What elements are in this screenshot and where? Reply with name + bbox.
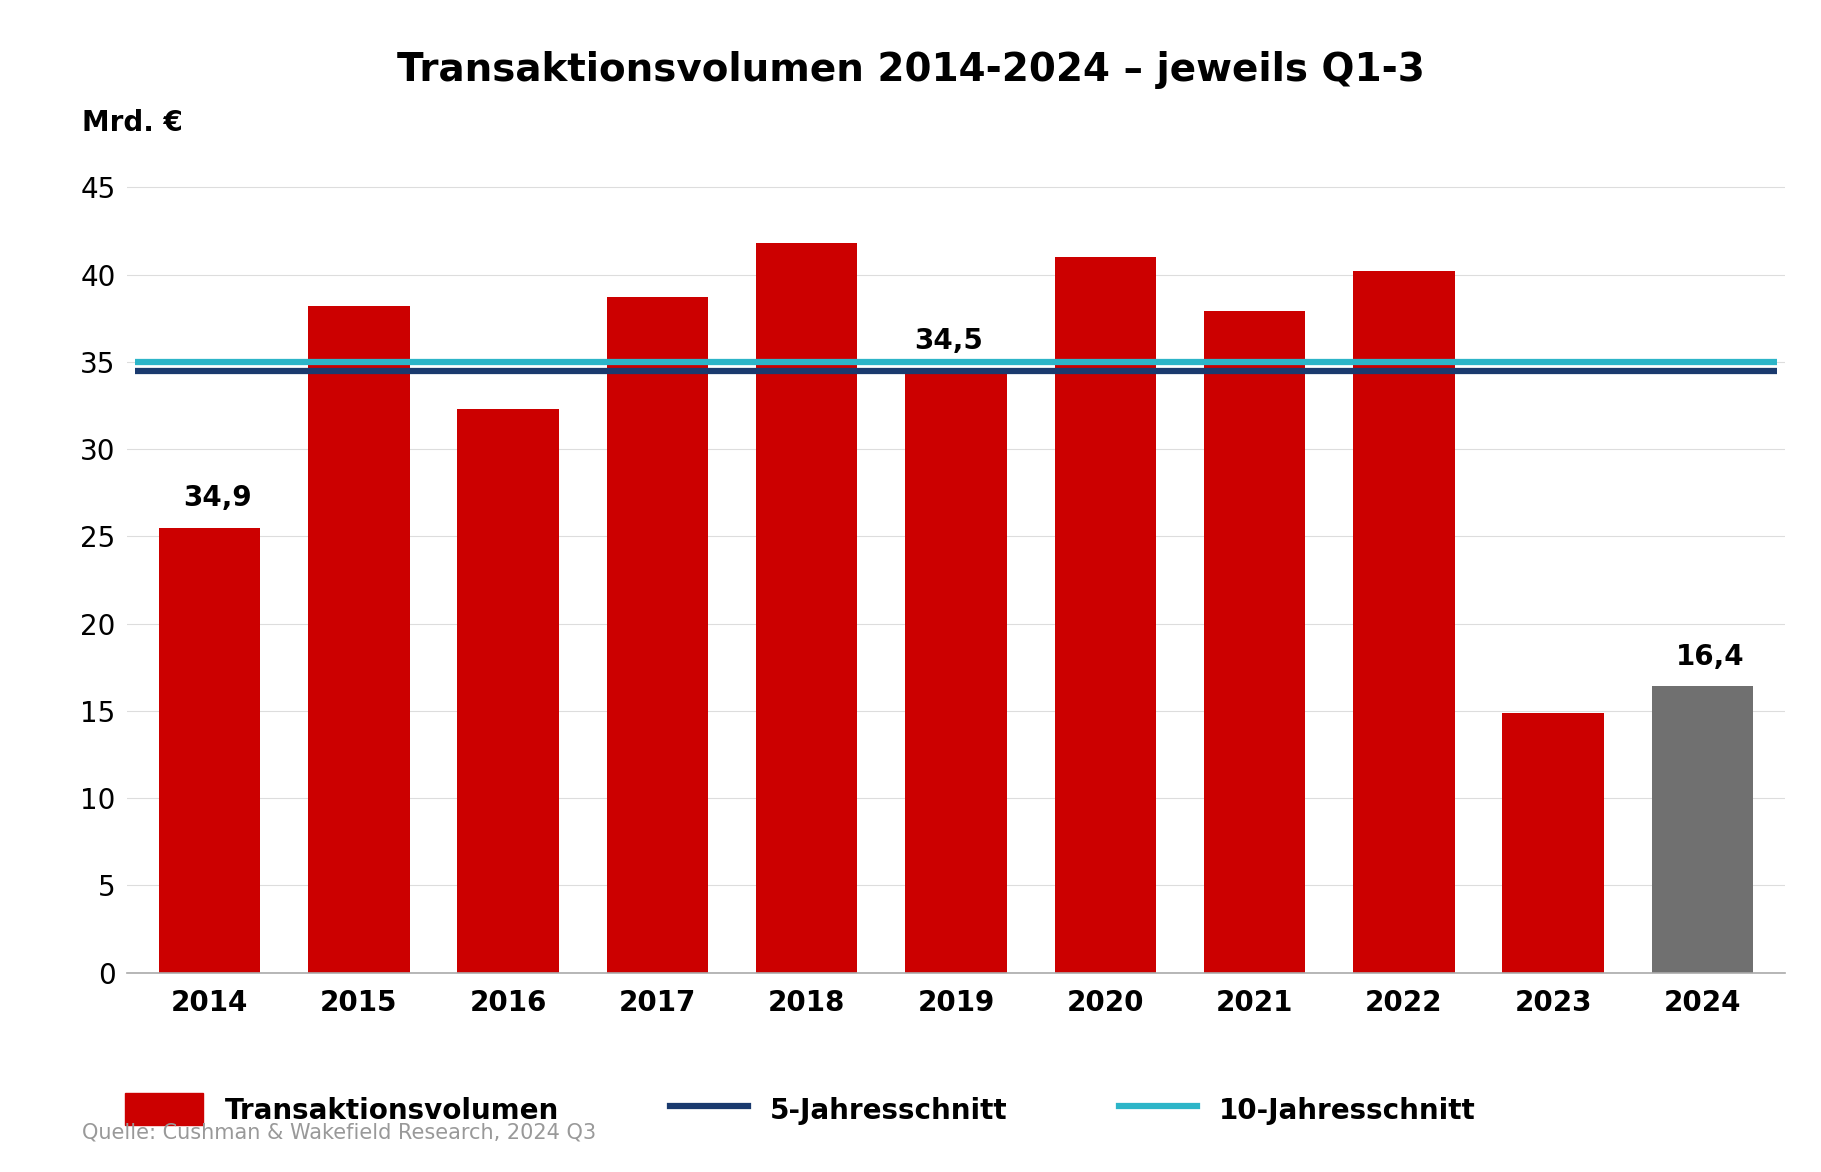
Bar bbox=[606, 298, 708, 973]
Bar bbox=[1353, 271, 1455, 973]
Bar bbox=[1204, 312, 1306, 973]
Bar bbox=[457, 409, 559, 973]
Text: 34,9: 34,9 bbox=[182, 484, 251, 512]
Text: Transaktionsvolumen 2014-2024 – jeweils Q1-3: Transaktionsvolumen 2014-2024 – jeweils … bbox=[397, 52, 1424, 89]
Text: 16,4: 16,4 bbox=[1675, 642, 1745, 670]
Bar bbox=[905, 370, 1007, 973]
Bar bbox=[756, 243, 858, 973]
Bar bbox=[1054, 257, 1156, 973]
Bar bbox=[308, 306, 410, 973]
Bar bbox=[1652, 687, 1754, 973]
Legend: Transaktionsvolumen, 5-Jahresschnitt, 10-Jahresschnitt: Transaktionsvolumen, 5-Jahresschnitt, 10… bbox=[126, 1093, 1475, 1125]
Text: Quelle: Cushman & Wakefield Research, 2024 Q3: Quelle: Cushman & Wakefield Research, 20… bbox=[82, 1123, 595, 1143]
Bar bbox=[1502, 713, 1604, 973]
Text: 34,5: 34,5 bbox=[914, 327, 983, 355]
Bar bbox=[158, 527, 260, 973]
Text: Mrd. €: Mrd. € bbox=[82, 109, 182, 137]
